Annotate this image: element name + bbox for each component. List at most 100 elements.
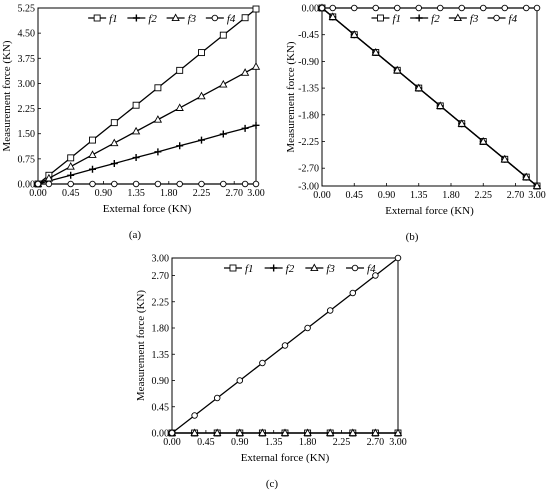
data-point-f4 (458, 4, 466, 12)
legend-label-f3: f3 (326, 263, 335, 275)
data-point-f1 (252, 5, 260, 13)
legend-marker-f3 (310, 263, 319, 272)
y-tick-label: -0.90 (298, 57, 319, 68)
legend: f1 f2 f3 f4 (371, 13, 518, 25)
legend-label-f2: f2 (431, 13, 440, 25)
data-point-f4 (198, 180, 205, 188)
y-tick-label: 3.00 (18, 79, 36, 90)
data-point-f3 (258, 428, 267, 437)
x-tick-label: 2.25 (193, 188, 211, 199)
series-f1 (34, 5, 260, 188)
series-f3 (317, 3, 542, 190)
data-point-f4 (394, 4, 401, 12)
legend-label-f2: f2 (148, 13, 157, 25)
series-f3 (167, 428, 403, 437)
data-point-f3 (219, 79, 228, 88)
x-tick-label: 1.80 (299, 437, 317, 448)
legend-label-f3: f3 (470, 13, 479, 25)
legend-label-f1: f1 (109, 13, 118, 25)
data-point-f3 (251, 62, 261, 70)
y-tick-label: 1.35 (152, 350, 170, 361)
data-point-f2 (176, 142, 184, 150)
data-point-f3 (110, 138, 119, 147)
y-tick-label: 0.75 (18, 154, 36, 165)
legend-marker-f3 (453, 13, 463, 22)
data-point-f3 (66, 162, 75, 170)
data-point-f1 (198, 49, 205, 57)
x-axis-label: External force (KN) (385, 205, 474, 217)
data-point-f3 (350, 30, 359, 38)
data-point-f4 (213, 394, 221, 402)
legend-marker-f2 (270, 264, 278, 272)
data-point-f4 (168, 429, 176, 437)
data-point-f4 (326, 307, 334, 314)
legend-marker-f4 (493, 14, 500, 22)
legend: f1 f2 f3 f4 (88, 13, 236, 25)
y-tick-label: 0.45 (152, 402, 170, 413)
data-point-f4 (34, 180, 42, 188)
data-point-f2 (241, 124, 249, 132)
data-point-f4 (45, 180, 53, 188)
x-tick-label: 2.70 (225, 188, 243, 199)
data-point-f2 (219, 130, 227, 138)
legend-marker-f4 (211, 14, 219, 22)
y-tick-label: 4.50 (18, 29, 36, 40)
data-point-f4 (176, 180, 183, 188)
legend-label-f1: f1 (245, 263, 254, 275)
data-point-f3 (414, 83, 423, 92)
data-point-f4 (437, 4, 444, 12)
data-point-f4 (259, 359, 266, 367)
data-point-f4 (154, 180, 162, 188)
chart-panel-2: 0.00 0.45 0.90 1.35 1.80 2.25 2.70 3.00 0.00 0.45… (135, 254, 407, 491)
x-tick-label: 0.45 (197, 437, 215, 448)
data-point-f4 (89, 180, 96, 188)
data-point-f3 (175, 103, 184, 111)
data-point-f3 (457, 119, 466, 127)
x-tick-label: 0.00 (163, 437, 181, 448)
data-point-f4 (372, 4, 380, 12)
y-tick-label: 1.80 (152, 324, 170, 335)
data-point-f4 (372, 272, 379, 279)
y-axis-label: Measurement force (KN) (135, 290, 147, 402)
data-point-f1 (241, 14, 249, 22)
data-point-f4 (132, 180, 140, 188)
data-point-f3 (393, 65, 402, 74)
legend-marker-f4 (351, 264, 359, 272)
data-point-f3 (532, 181, 542, 190)
data-point-f3 (522, 172, 531, 181)
data-point-f4 (241, 180, 249, 188)
data-point-f1 (132, 101, 140, 109)
x-tick-label: 0.00 (313, 190, 331, 201)
x-tick-label: 0.90 (95, 188, 113, 199)
data-point-f4 (236, 377, 244, 384)
y-tick-label: -0.45 (298, 30, 319, 41)
data-point-f3 (303, 428, 312, 437)
y-tick-label: 2.25 (152, 297, 170, 308)
y-tick-label: -2.70 (298, 164, 319, 175)
x-tick-label: 0.45 (346, 190, 364, 201)
x-tick-label: 1.35 (127, 188, 145, 199)
x-tick-label: 2.70 (367, 437, 385, 448)
data-point-f3 (479, 136, 488, 145)
data-point-f4 (480, 4, 487, 12)
data-point-f3 (280, 428, 290, 437)
data-point-f1 (176, 66, 184, 74)
data-point-f1 (67, 154, 75, 162)
y-tick-label: -2.25 (298, 137, 319, 148)
x-tick-label: 3.00 (528, 190, 546, 201)
x-axis-label: External force (KN) (241, 452, 330, 464)
data-point-f3 (326, 428, 335, 437)
y-tick-label: -1.80 (298, 110, 319, 121)
x-tick-label: 3.00 (247, 188, 265, 199)
series-line-f2 (37, 124, 257, 185)
data-point-f4 (533, 4, 541, 12)
series-f4 (318, 4, 541, 12)
series-line-f1 (37, 8, 257, 185)
data-point-f4 (304, 324, 311, 332)
data-point-f2 (110, 160, 118, 168)
data-point-f4 (501, 4, 509, 12)
data-point-f3 (371, 428, 380, 437)
y-tick-label: 2.70 (152, 271, 170, 282)
series-f4 (168, 254, 402, 437)
